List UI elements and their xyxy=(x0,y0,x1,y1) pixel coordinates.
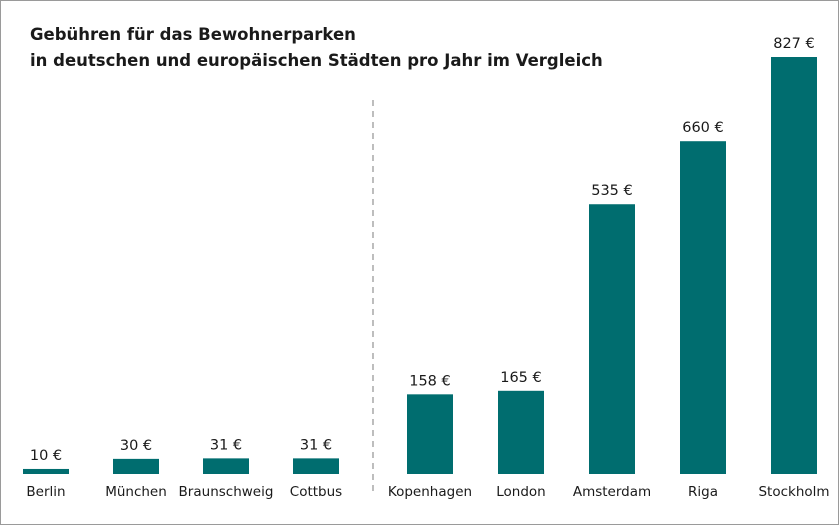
chart-title: in deutschen und europäischen Städten pr… xyxy=(30,51,603,70)
x-tick-label: Berlin xyxy=(26,484,65,500)
x-tick-label: Cottbus xyxy=(290,484,342,500)
x-tick-label: London xyxy=(496,484,546,500)
value-label: 31 € xyxy=(300,437,332,453)
value-label: 827 € xyxy=(773,36,815,52)
x-tick-label: Braunschweig xyxy=(179,484,274,500)
x-tick-label: Amsterdam xyxy=(573,484,651,500)
bar xyxy=(407,394,453,474)
bar xyxy=(293,458,339,474)
bar xyxy=(203,458,249,474)
value-label: 31 € xyxy=(210,437,242,453)
bar xyxy=(113,458,159,474)
value-label: 165 € xyxy=(500,370,542,386)
chart-title: Gebühren für das Bewohnerparken xyxy=(30,25,356,44)
bar xyxy=(680,141,726,474)
bar xyxy=(23,468,69,474)
value-label: 158 € xyxy=(409,373,451,389)
x-tick-label: Kopenhagen xyxy=(388,484,472,500)
x-tick-label: München xyxy=(105,484,167,500)
value-label: 10 € xyxy=(30,448,62,464)
value-label: 30 € xyxy=(120,438,152,454)
bar xyxy=(771,57,817,474)
bar xyxy=(589,204,635,475)
bar xyxy=(498,390,544,474)
x-tick-label: Riga xyxy=(688,484,718,500)
value-label: 535 € xyxy=(591,183,633,199)
value-label: 660 € xyxy=(682,120,724,136)
x-tick-label: Stockholm xyxy=(758,484,829,500)
